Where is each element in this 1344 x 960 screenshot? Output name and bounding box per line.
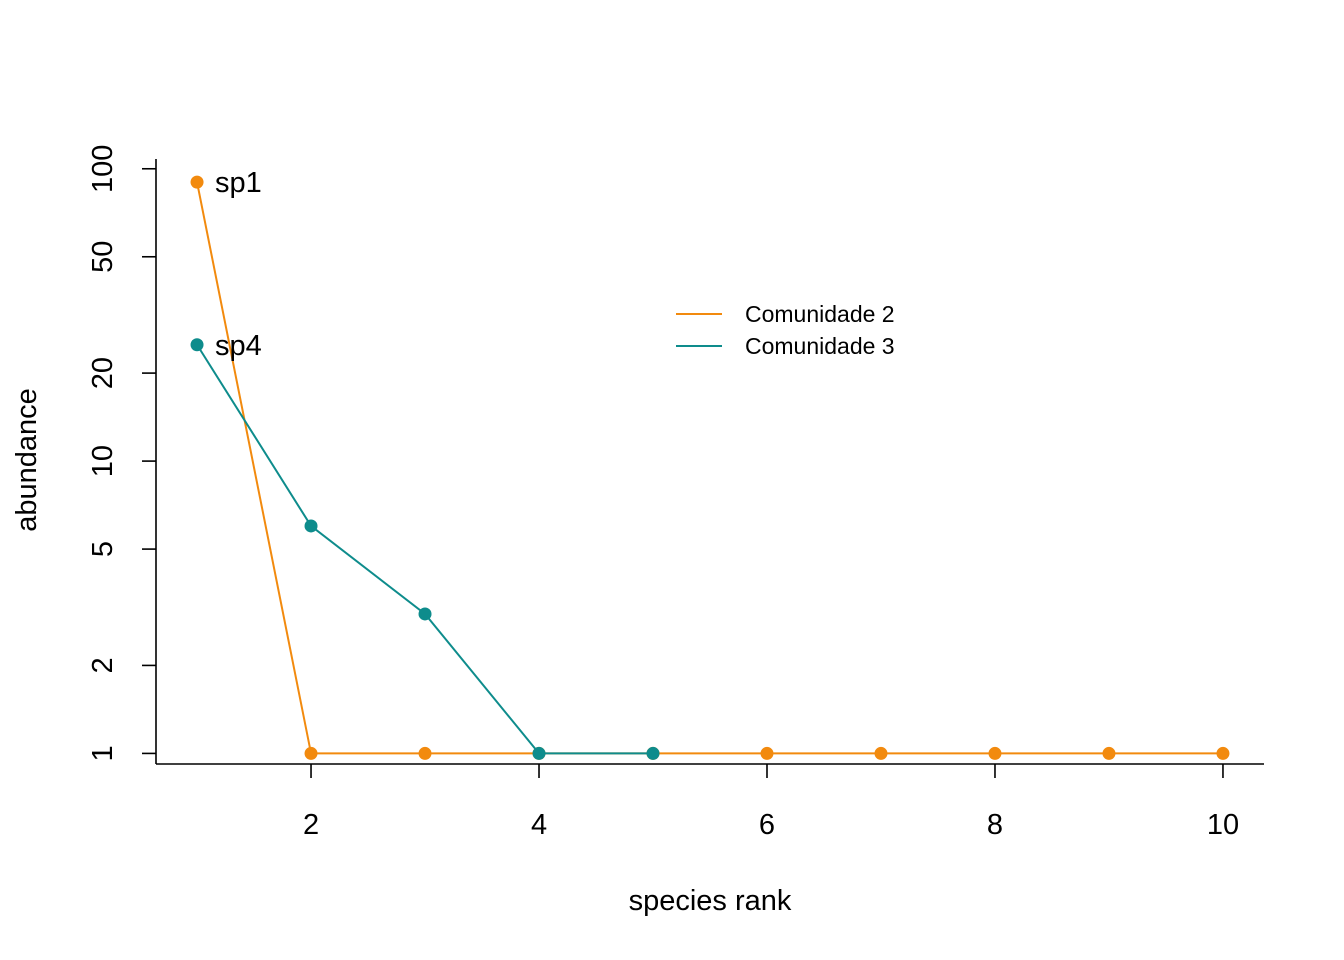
legend: Comunidade 2 Comunidade 3 — [676, 301, 895, 359]
y-tick-label: 50 — [87, 241, 119, 273]
x-axis-title: species rank — [629, 885, 792, 917]
point-label: sp1 — [215, 167, 262, 199]
x-tick-label: 8 — [987, 809, 1003, 841]
y-tick-label: 2 — [87, 657, 119, 673]
series-line — [196, 344, 654, 755]
x-axis-ticks: 2 4 6 8 10 — [303, 764, 1239, 841]
data-point — [190, 175, 204, 189]
data-point — [988, 746, 1002, 760]
data-point — [532, 746, 546, 760]
y-axis-title: abundance — [11, 388, 43, 532]
series-line — [196, 181, 1223, 755]
data-point — [418, 746, 432, 760]
data-point — [418, 607, 432, 621]
x-tick-label: 10 — [1207, 809, 1239, 841]
legend-label: Comunidade 3 — [745, 333, 895, 359]
data-point — [304, 746, 318, 760]
x-tick-label: 6 — [759, 809, 775, 841]
y-tick-label: 20 — [87, 357, 119, 389]
data-point — [190, 338, 204, 352]
plot-area — [190, 175, 1230, 760]
point-label: sp4 — [215, 330, 262, 362]
x-tick-label: 2 — [303, 809, 319, 841]
x-tick-label: 4 — [531, 809, 547, 841]
data-point — [304, 519, 318, 533]
data-point — [760, 746, 774, 760]
y-tick-label: 5 — [87, 541, 119, 557]
point-annotations: sp1 sp4 — [215, 167, 262, 362]
y-tick-label: 10 — [87, 445, 119, 477]
data-point — [874, 746, 888, 760]
series-1 — [190, 175, 1230, 760]
data-point — [1216, 746, 1230, 760]
y-axis-ticks: 1 2 5 10 20 50 100 — [87, 145, 156, 761]
y-tick-label: 1 — [87, 745, 119, 761]
data-point — [1102, 746, 1116, 760]
series-2 — [190, 338, 660, 760]
y-tick-label: 100 — [87, 145, 119, 193]
data-point — [646, 746, 660, 760]
legend-label: Comunidade 2 — [745, 301, 895, 327]
